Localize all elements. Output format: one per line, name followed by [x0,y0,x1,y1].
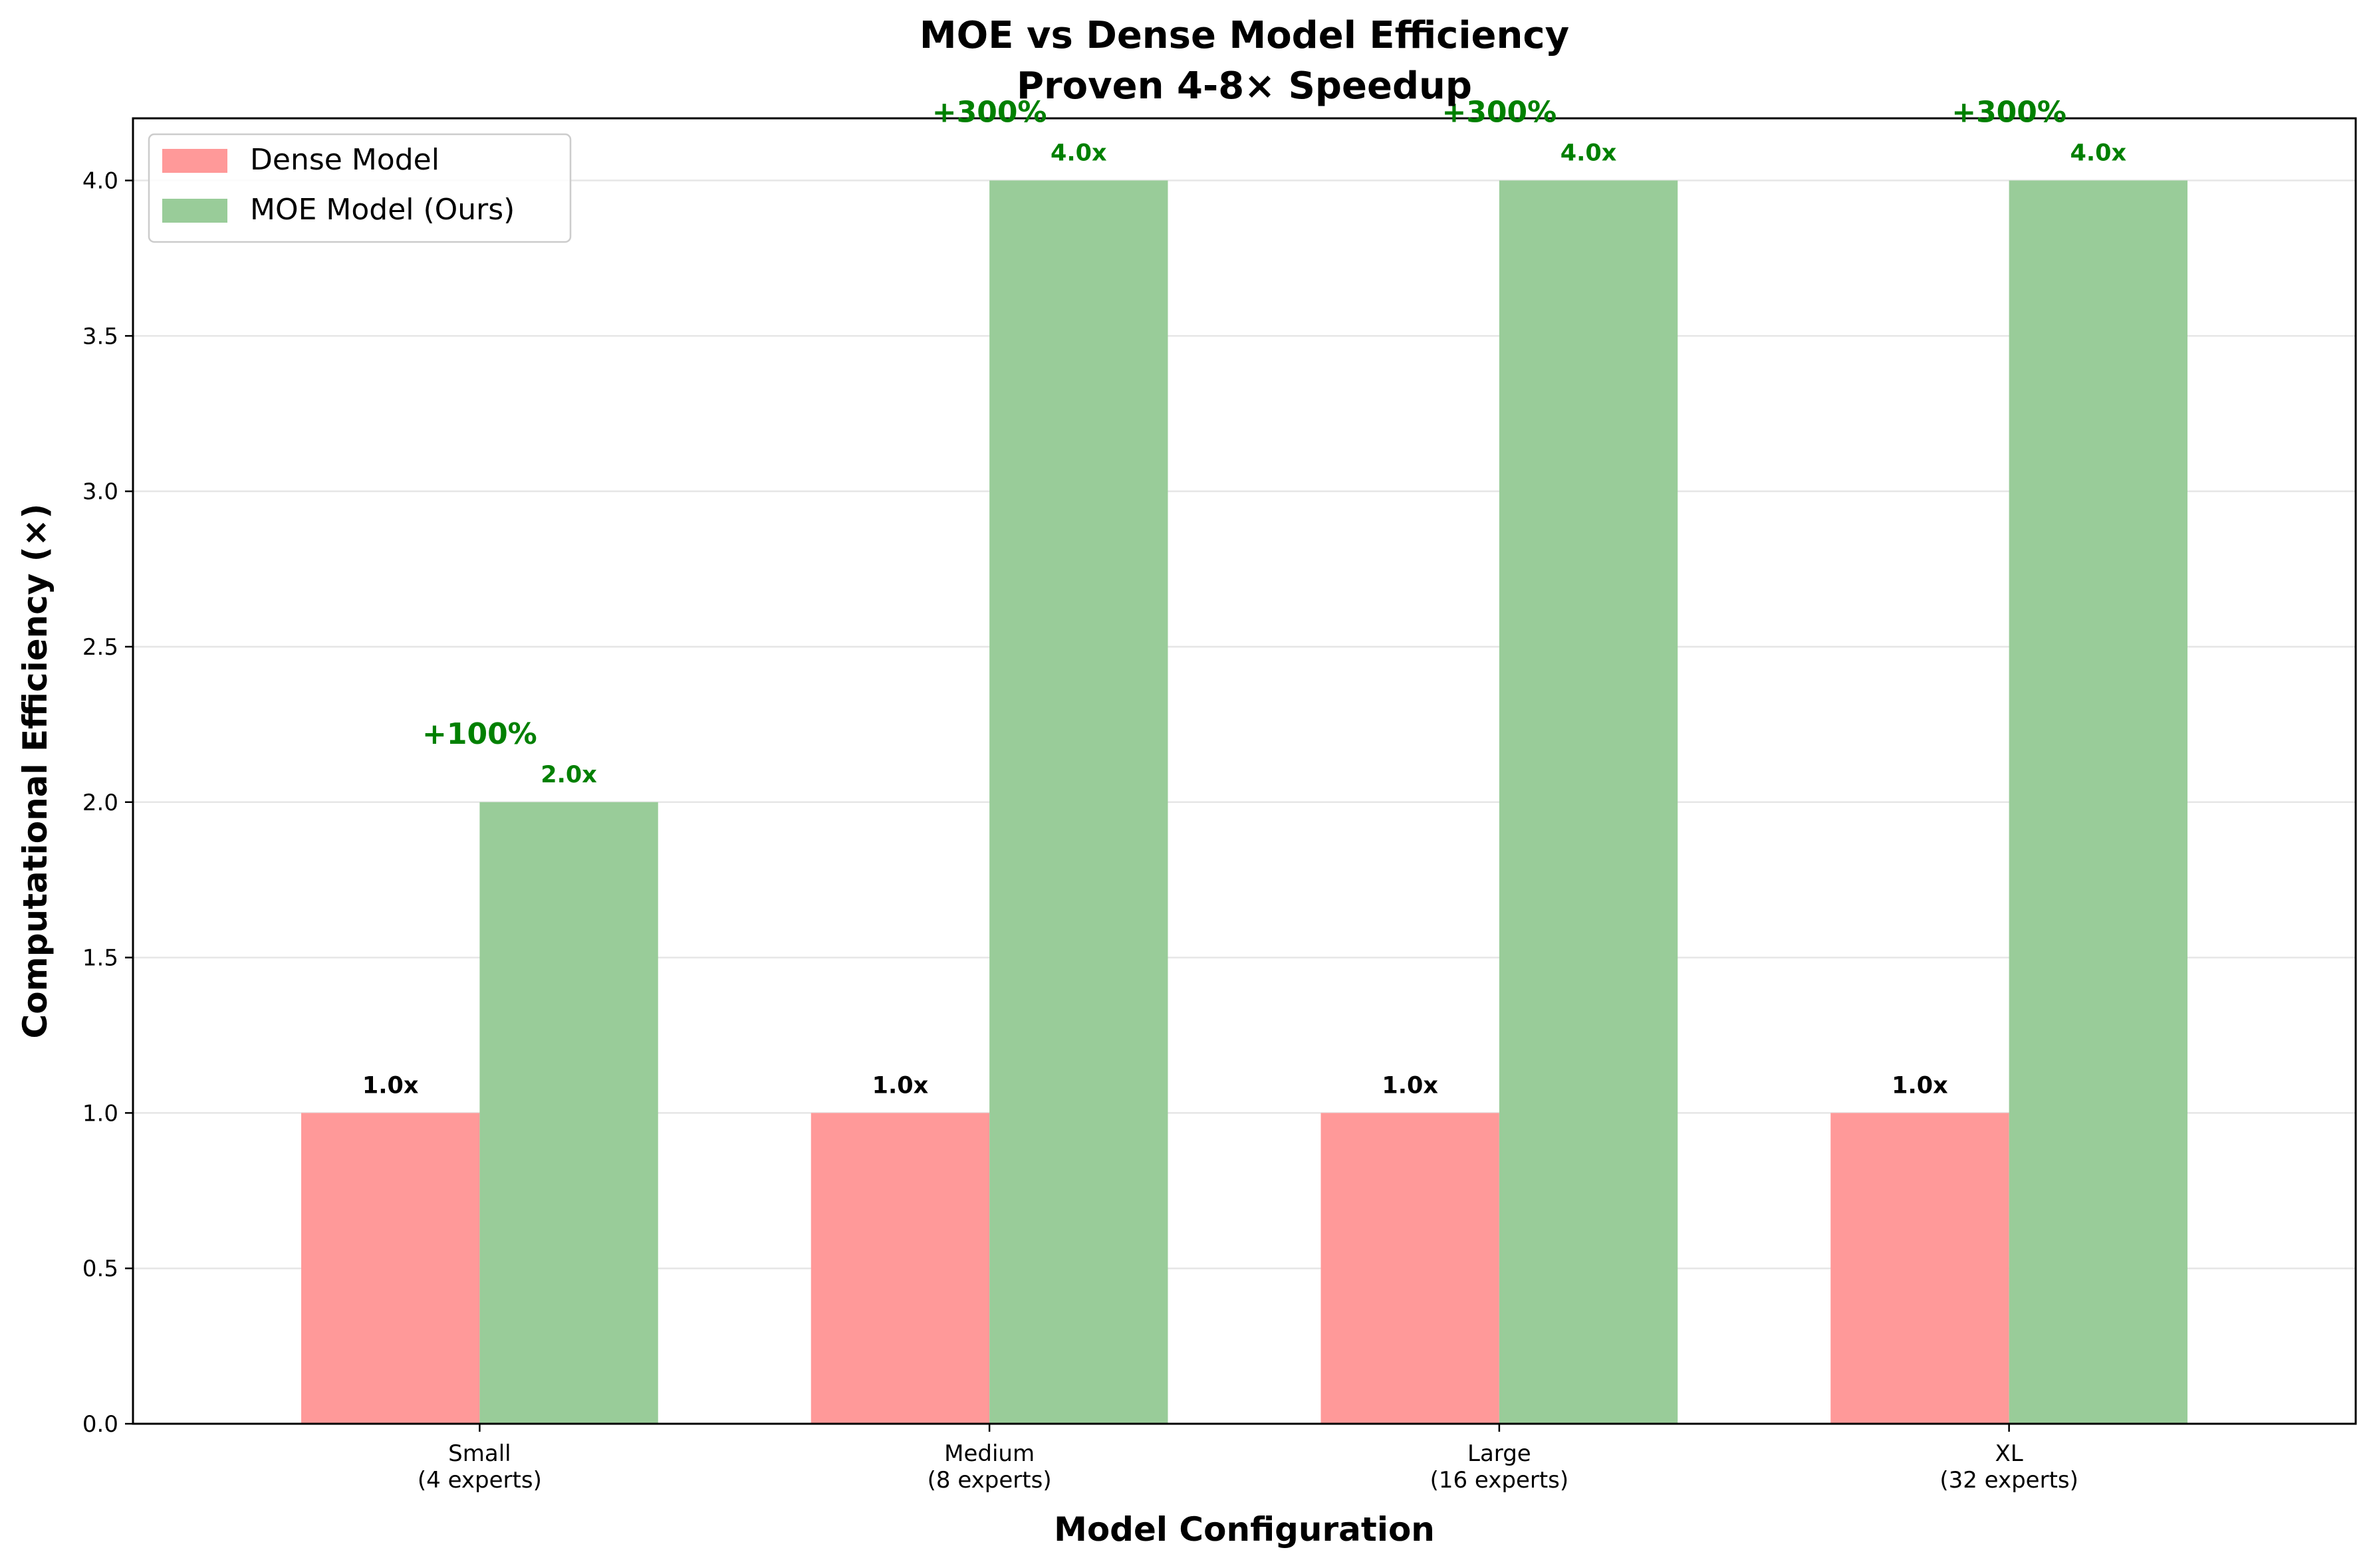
data-label: 1.0x [1892,1072,1948,1099]
data-label: 1.0x [1382,1072,1438,1099]
x-axis-title: Model Configuration [1054,1510,1435,1549]
bar [301,1113,480,1424]
x-tick-label: Small [448,1440,511,1467]
x-tick-label: Medium [944,1440,1035,1467]
bar [1830,1113,2009,1424]
x-tick-label: (32 experts) [1939,1467,2078,1494]
legend-swatch [162,199,227,223]
data-label: 4.0x [2070,140,2127,167]
bar [1499,180,1678,1424]
x-tick-label: (16 experts) [1430,1467,1569,1494]
bar [989,180,1168,1424]
bars [301,180,2187,1424]
bar [2009,180,2187,1424]
y-axis-title: Computational Efficiency (×) [16,504,55,1039]
improvement-label: +300% [932,96,1047,130]
improvement-label: +300% [1441,96,1557,130]
legend-swatch [162,149,227,173]
improvement-label: +300% [1951,96,2066,130]
y-tick-label: 4.0 [82,168,118,195]
legend: Dense Model MOE Model (Ours) [148,133,572,243]
y-tick-label: 0.5 [82,1256,118,1282]
data-label: 1.0x [872,1072,929,1099]
y-tick-label: 3.0 [82,479,118,505]
x-tick-label: XL [1995,1440,2023,1467]
axis-titles: Model Configuration Computational Efficie… [16,504,1435,1549]
bar [1320,1113,1499,1424]
ticks: 0.0 0.5 1.0 1.5 2.0 2.5 3.0 3.5 4.0 Small(4 exper… [82,168,2078,1494]
x-tick-label: (8 experts) [928,1467,1052,1494]
axes-frame [132,117,2357,1425]
bar [479,802,658,1424]
legend-label: MOE Model (Ours) [250,193,515,227]
chart-title: MOE vs Dense Model Efficiency Proven 4-8×… [920,14,1569,108]
y-tick-label: 0.0 [82,1411,118,1438]
title-line: MOE vs Dense Model Efficiency [920,14,1569,57]
bar-labels: 1.0x2.0x+100%1.0x4.0x+300%1.0x4.0x+300%1… [362,96,2127,1099]
bar [811,1113,990,1424]
y-tick-label: 2.0 [82,790,118,816]
y-tick-label: 3.5 [82,323,118,350]
y-tick-label: 1.0 [82,1100,118,1127]
y-tick-label: 2.5 [82,634,118,661]
improvement-label: +100% [422,717,537,751]
data-label: 2.0x [541,762,597,788]
legend-box [148,133,572,243]
data-label: 1.0x [362,1072,419,1099]
legend-label: Dense Model [250,143,439,177]
y-tick-label: 1.5 [82,945,118,972]
x-tick-label: Large [1467,1440,1531,1467]
x-tick-label: (4 experts) [418,1467,542,1494]
data-label: 4.0x [1051,140,1107,167]
data-label: 4.0x [1561,140,1617,167]
title-line: Proven 4-8× Speedup [1017,64,1472,108]
